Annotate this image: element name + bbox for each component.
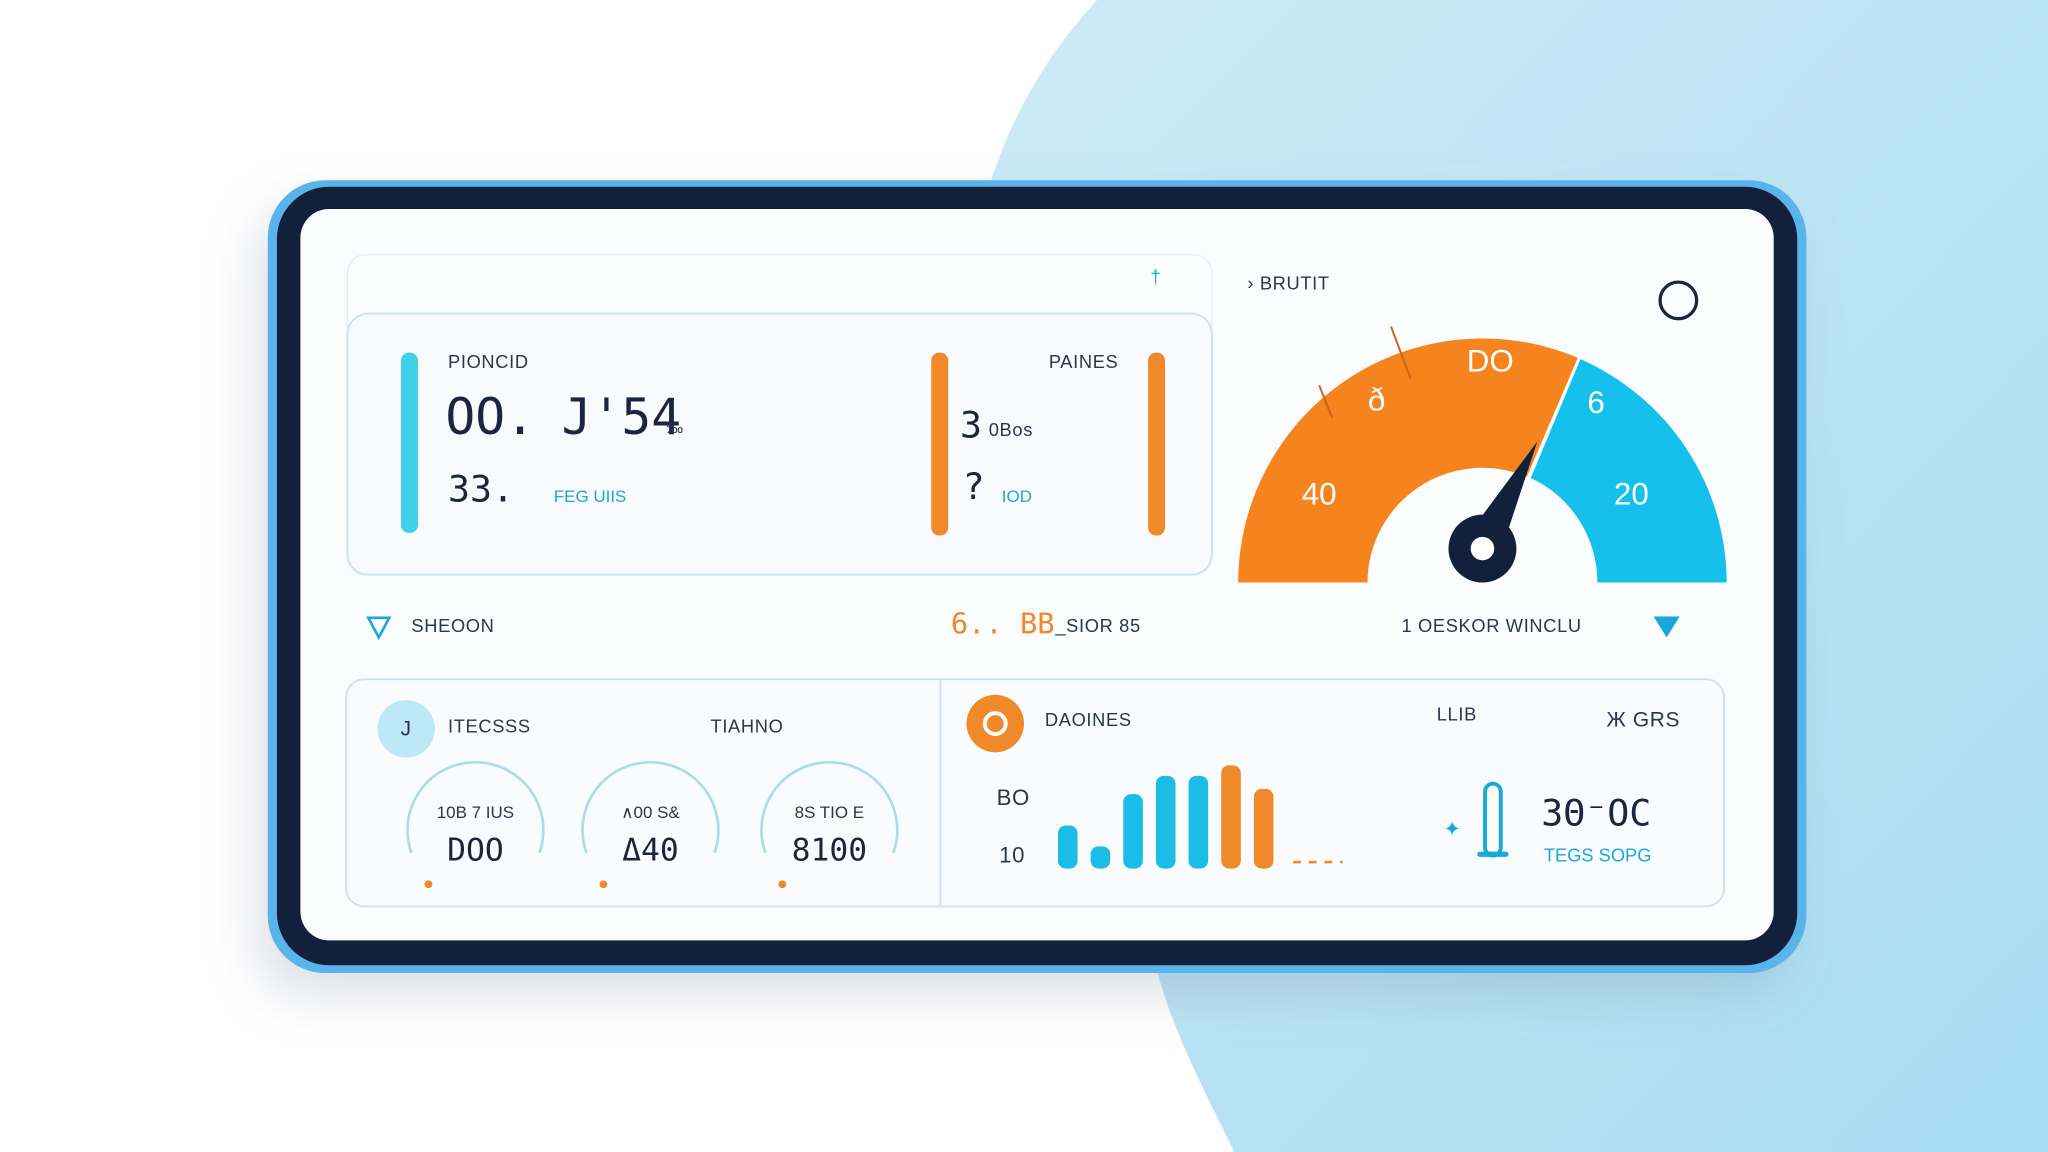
gauge-blue-segment — [1530, 359, 1727, 583]
metric-unit: IOD — [1002, 487, 1032, 506]
metric-unit: ‰ — [666, 418, 683, 437]
activity-bars — [1057, 765, 1274, 869]
dial-caption: 10B 7 IUS — [437, 803, 514, 822]
status-value: 6.. BB — [951, 607, 1055, 641]
thermometer-base — [1477, 851, 1509, 857]
dial-value: DOO — [447, 833, 504, 869]
status-label: SHEOON — [411, 615, 494, 636]
activity-bar — [1057, 825, 1078, 869]
sensor-icon — [377, 700, 435, 758]
activity-icon — [966, 694, 1024, 753]
activity-icon-glyph — [982, 711, 1008, 736]
gauge-label: 20 — [1614, 477, 1649, 512]
activity-bar — [1253, 788, 1274, 869]
dial-ring — [406, 760, 545, 854]
temperature-label: TEGS SOPG — [1544, 845, 1652, 866]
dial-caption: 8S TIO E — [795, 803, 864, 822]
metrics-card — [346, 312, 1214, 576]
dial-dot — [424, 880, 433, 889]
metric-label: PIONCID — [448, 351, 529, 372]
sensor-icon-text: J — [401, 718, 412, 741]
metric-unit: 0Bos — [989, 419, 1033, 440]
activity-axis-label: BO — [997, 785, 1030, 810]
bottom-card — [345, 678, 1726, 908]
dial-ring — [581, 760, 720, 854]
metric-value: ? — [963, 465, 985, 508]
gauge-icon[interactable] — [1658, 280, 1699, 321]
sensor-subtitle: TIAHNO — [711, 715, 784, 736]
status-icon — [366, 616, 392, 641]
orange-indicator — [931, 352, 949, 536]
activity-bar — [1123, 794, 1143, 869]
dial-value: 8100 — [792, 833, 867, 869]
gauge-label: DO — [1467, 343, 1514, 378]
status-label: _SIOR 85 — [1054, 615, 1140, 637]
activity-bar — [1155, 775, 1176, 869]
gauge-label: 6 — [1587, 385, 1604, 420]
gauge-hub-center — [1470, 536, 1495, 561]
dial-dot — [599, 880, 608, 889]
activity-tag: LLIB — [1437, 704, 1477, 725]
dial-ring — [760, 760, 899, 854]
sparkle: ✦ — [1443, 818, 1461, 841]
gauge-label: ð — [1368, 383, 1385, 418]
activity-bar — [1188, 775, 1209, 869]
metric-value: 33. — [448, 468, 514, 511]
gauge-orange-segment — [1238, 338, 1578, 583]
metric-note: FEG UIIS — [554, 487, 627, 506]
metric-label: PAINES — [1049, 351, 1119, 372]
dial-group: 10B 7 IUS DOO ∧00 S&Δ40 8S TIO E 8100 — [406, 760, 899, 889]
activity-axis-label: 10 — [999, 843, 1025, 868]
sensor-title: ITECSSS — [448, 715, 531, 736]
metric-value: J'54 — [562, 388, 682, 446]
activity-bar — [1090, 846, 1111, 869]
gauge-title: › BRUTIT — [1247, 273, 1329, 294]
gauge-title-text: BRUTIT — [1260, 273, 1330, 294]
metric-value: 3 — [960, 404, 982, 447]
orange-indicator — [1148, 352, 1166, 536]
gauge-tick — [1318, 384, 1334, 419]
status-icon[interactable] — [1653, 616, 1680, 638]
gauge-label: 40 — [1302, 477, 1337, 512]
marker: † — [1151, 266, 1162, 287]
activity-action[interactable]: Ж GRS — [1607, 708, 1681, 731]
status-label: 1 OESKOR WINCLU — [1401, 615, 1581, 636]
dial-caption: ∧00 S& — [621, 803, 680, 822]
cyan-indicator — [400, 352, 418, 533]
activity-title: DAOINES — [1045, 709, 1132, 730]
temperature-value: 3Θ⁻OC — [1541, 792, 1651, 835]
dial-dot — [778, 880, 787, 889]
activity-bar — [1221, 765, 1241, 869]
gauge-tick — [1390, 326, 1412, 380]
dial-value: Δ40 — [622, 833, 679, 869]
metric-value: OO. — [445, 388, 535, 446]
